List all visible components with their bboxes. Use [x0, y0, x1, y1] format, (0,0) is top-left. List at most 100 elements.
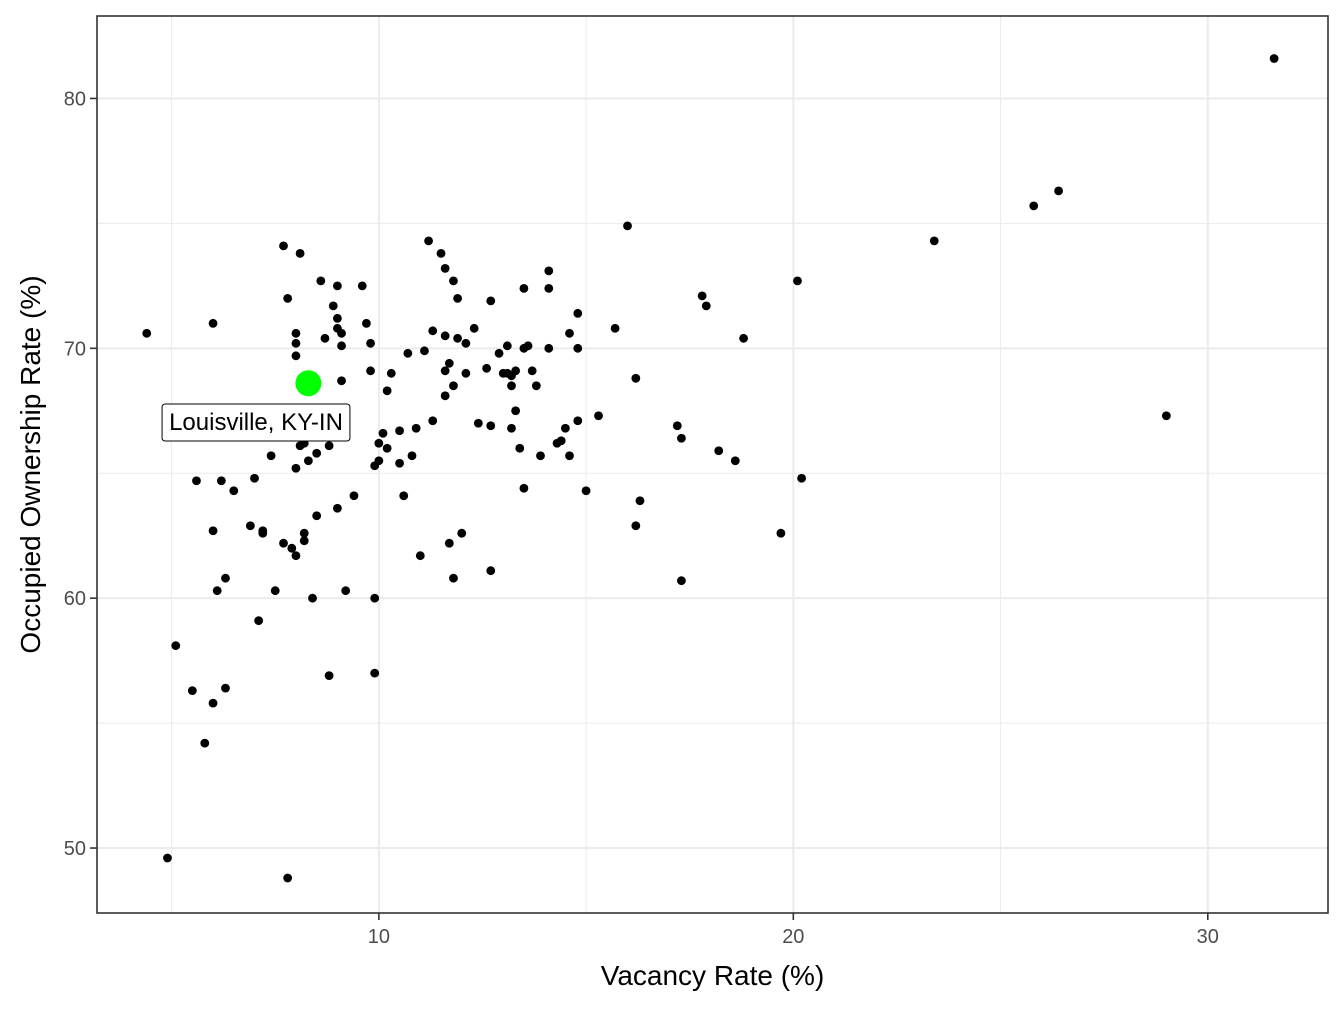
data-point	[366, 338, 375, 348]
data-point	[415, 551, 425, 561]
data-point	[519, 283, 529, 293]
data-point	[245, 521, 255, 531]
data-point	[473, 418, 483, 428]
data-point	[486, 566, 496, 576]
data-point	[544, 283, 554, 293]
data-point	[1269, 54, 1279, 63]
data-point	[399, 491, 409, 501]
data-point	[382, 443, 392, 453]
data-point	[424, 236, 433, 246]
data-point	[328, 301, 338, 311]
data-point	[187, 686, 197, 696]
data-point	[332, 503, 342, 513]
data-point	[677, 576, 686, 586]
data-point	[291, 338, 301, 348]
data-point	[279, 538, 288, 548]
data-point	[560, 423, 570, 433]
data-point	[291, 351, 301, 361]
grid-lines	[97, 16, 1328, 913]
data-point	[635, 496, 645, 506]
data-point	[486, 296, 496, 306]
data-point	[208, 698, 218, 708]
data-point	[270, 586, 280, 596]
data-point	[486, 421, 496, 431]
data-point	[382, 386, 392, 396]
data-point	[511, 406, 521, 416]
data-point	[507, 381, 516, 391]
data-point	[312, 448, 322, 458]
data-point	[573, 416, 583, 426]
data-point	[444, 538, 454, 548]
data-point	[332, 313, 342, 323]
data-point	[482, 363, 492, 373]
data-point	[929, 236, 939, 246]
data-point	[440, 391, 450, 401]
data-point	[279, 241, 288, 251]
data-point	[374, 456, 384, 466]
data-point	[283, 293, 293, 303]
data-point	[370, 668, 380, 678]
data-point	[793, 276, 802, 286]
data-point	[440, 331, 450, 341]
data-point	[320, 333, 330, 343]
data-point	[428, 326, 438, 336]
data-point	[449, 276, 458, 286]
data-point	[714, 446, 724, 456]
data-point	[357, 281, 367, 291]
data-point	[378, 428, 388, 438]
data-point	[511, 366, 521, 376]
data-point	[395, 426, 404, 436]
data-point	[308, 593, 317, 603]
data-point	[453, 333, 462, 343]
data-point	[171, 641, 181, 651]
axes: 10 20 30 50 60 70 80	[64, 88, 1219, 948]
data-point	[295, 248, 305, 258]
data-point	[395, 458, 404, 468]
data-point	[776, 528, 786, 538]
data-point	[163, 853, 172, 863]
data-point	[221, 683, 230, 693]
data-point	[440, 366, 450, 376]
data-point	[266, 451, 276, 461]
highlight-group: Louisville, KY-IN	[161, 370, 351, 442]
y-tick-label: 50	[64, 838, 86, 860]
data-point	[229, 486, 239, 496]
data-point	[556, 436, 566, 446]
data-point	[610, 323, 620, 333]
data-point	[291, 551, 301, 561]
data-point	[449, 573, 458, 583]
data-point	[527, 366, 537, 376]
x-tick-label: 20	[782, 926, 804, 948]
data-point	[519, 483, 529, 493]
data-point	[536, 451, 545, 461]
data-point	[436, 248, 446, 258]
data-point	[216, 476, 226, 486]
data-point	[1029, 201, 1039, 211]
data-point	[291, 328, 301, 338]
data-point	[701, 301, 711, 311]
data-point	[403, 348, 413, 358]
data-point	[303, 456, 313, 466]
data-point	[374, 438, 384, 448]
data-point	[341, 586, 351, 596]
data-point	[316, 276, 326, 286]
data-point	[677, 433, 686, 443]
data-point	[1054, 186, 1063, 196]
x-tick-label: 30	[1197, 926, 1219, 948]
data-point	[337, 341, 346, 351]
data-point	[370, 593, 380, 603]
data-point	[453, 293, 462, 303]
x-tick-label: 10	[368, 926, 390, 948]
data-point	[469, 323, 479, 333]
data-point	[697, 291, 707, 301]
data-point	[324, 671, 334, 681]
data-point	[440, 263, 450, 273]
data-point	[457, 528, 467, 538]
data-point	[208, 526, 218, 536]
data-point	[283, 873, 293, 883]
data-point	[502, 341, 512, 351]
data-point	[258, 526, 268, 536]
data-point	[362, 318, 371, 328]
data-point	[507, 423, 516, 433]
